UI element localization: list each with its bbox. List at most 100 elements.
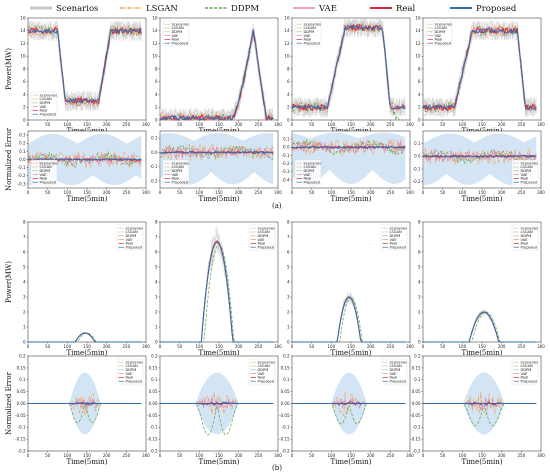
mini-legend-label: VAE (304, 173, 312, 177)
y-tick-label: 1 (23, 324, 26, 329)
mini-legend-label: LSGAN (435, 26, 448, 30)
y-tick-label: 7 (418, 234, 421, 239)
mini-legend-box (116, 224, 144, 251)
legend-item-lsgan: LSGAN (120, 4, 178, 14)
mini-legend-label: Real (304, 38, 312, 42)
mini-legend-box (294, 159, 322, 186)
legend-item-real: Real (370, 4, 415, 14)
x-tick-label: 0 (422, 190, 425, 195)
mini-legend-label: Proposed (126, 245, 143, 249)
mini-legend-label: Real (390, 242, 398, 246)
mini-legend-label: LSGAN (304, 26, 317, 30)
mini-legend-label: LSGAN (126, 230, 139, 234)
y-tick-label: -0.3 (18, 181, 26, 186)
mini-legend-label: Real (258, 242, 266, 246)
x-tick-label: 150 (347, 122, 355, 127)
mini-legend-label: LSGAN (390, 364, 403, 368)
y-tick-label: 0.05 (412, 389, 421, 394)
y-tick-label: 0.2 (414, 353, 421, 358)
x-tick-label: 300 (142, 122, 150, 127)
x-tick-label: 0 (27, 453, 30, 458)
panel-3-0: 0 50 100 150 200 250 300 -0.2 -0.15 -0.1 -0.05 0.00… (5, 353, 150, 466)
y-tick-label: 14 (152, 28, 158, 33)
y-tick-label: 2 (23, 309, 26, 314)
mini-legend-label: LSGAN (172, 26, 185, 30)
panel-3-3: 0 50 100 150 200 250 300 -0.2 -0.15 -0.1 -0.05 0.00… (410, 353, 545, 466)
x-tick-label: 50 (45, 453, 51, 458)
x-tick-label: 100 (64, 122, 72, 127)
legend-label: Real (396, 4, 415, 14)
x-tick-label: 50 (177, 122, 183, 127)
y-tick-label: -0.1 (18, 165, 26, 170)
x-axis-label: Time(5min) (462, 458, 503, 466)
y-tick-label: 2 (155, 105, 158, 110)
x-tick-label: 0 (27, 344, 30, 349)
mini-legend-box (162, 159, 190, 186)
x-tick-label: 150 (478, 453, 486, 458)
y-tick-label: -0.2 (18, 173, 26, 178)
y-tick-label: 0.1 (19, 149, 26, 154)
x-tick-label: 200 (498, 190, 506, 195)
y-tick-label: 10 (284, 54, 290, 59)
series-proposed (159, 29, 274, 121)
y-tick-label: 0.15 (17, 365, 26, 370)
x-tick-label: 250 (518, 190, 526, 195)
series-proposed (291, 145, 406, 149)
x-tick-label: 50 (177, 190, 183, 195)
panel-1-0: 0 50 100 150 200 250 300 -0.3 -0.2 -0.1 0.0 0.1 0.2 0… (5, 127, 150, 203)
y-tick-label: 7 (155, 234, 158, 239)
y-tick-label: 4 (23, 92, 26, 97)
mini-legend-label: VAE (172, 173, 180, 177)
mini-legend-label: Scenarios (521, 161, 539, 165)
y-axis-label: Power(MW) (5, 261, 13, 303)
y-tick-label: 1 (287, 324, 290, 329)
x-tick-label: 200 (103, 190, 111, 195)
series-proposed (292, 401, 406, 406)
panel-0-3: 0501001502002503000246810121416Time(5min… (415, 15, 545, 135)
x-tick-label: 0 (291, 122, 294, 127)
y-tick-label: 6 (418, 249, 421, 254)
series-lsgan (160, 243, 274, 343)
x-tick-label: 150 (478, 190, 486, 195)
y-tick-label: -0.2 (150, 448, 158, 453)
series-proposed (160, 401, 274, 406)
panel-2-0: 0 50 100 150 200 250 300 0 1 2 3 4 5 6 7 8 Time(5min) Pow… (5, 219, 150, 357)
mini-legend-label: Scenarios (172, 161, 190, 165)
x-tick-label: 300 (406, 190, 414, 195)
mini-legend-label: Scenarios (258, 226, 276, 230)
panel-2-2: 0 50 100 150 200 250 300 0 1 2 3 4 5 6 7 8 Time(5min) Sce… (287, 219, 414, 357)
y-tick-label: 10 (415, 54, 421, 59)
y-tick-label: 0.15 (281, 365, 290, 370)
series-real (27, 27, 142, 104)
y-tick-label: 0.0 (151, 150, 158, 155)
series-lsgan (28, 393, 142, 416)
panel-3-2: 0 50 100 150 200 250 300 -0.2 -0.15 -0.1 -0.05 0.00… (279, 353, 414, 466)
y-tick-label: 7 (287, 234, 290, 239)
y-tick-label: 12 (20, 41, 26, 46)
mini-legend-label: VAE (40, 173, 48, 177)
mini-legend-label: LSGAN (172, 165, 185, 169)
mini-legend-label: VAE (390, 372, 398, 376)
mini-legend-box (511, 159, 539, 186)
x-tick-label: 50 (45, 122, 51, 127)
x-tick-label: 150 (215, 122, 223, 127)
x-tick-label: 200 (498, 344, 506, 349)
mini-legend-label: Scenarios (304, 22, 322, 26)
x-axis-label: Time(5min) (462, 349, 503, 357)
y-tick-label: 4 (155, 279, 158, 284)
mini-legend-label: DDPM (521, 169, 532, 173)
x-tick-label: 200 (367, 122, 375, 127)
series-real (291, 145, 406, 149)
panel-1-3: 0 50 100 150 200 250 300 -0.2 -0.1 0.0 0.1 Time(5mi… (413, 130, 545, 203)
x-tick-label: 100 (64, 453, 72, 458)
y-tick-label: -0.1 (18, 425, 26, 430)
top-legend: Scenarios LSGAN DDPM VAE Real Proposed (30, 4, 517, 14)
y-tick-label: 3 (287, 294, 290, 299)
y-tick-label: -0.1 (150, 164, 158, 169)
x-tick-label: 100 (459, 453, 467, 458)
x-axis-label: Time(5min) (67, 349, 108, 357)
mini-legend-box (116, 358, 144, 385)
x-tick-label: 0 (159, 122, 162, 127)
mini-legend-label: Proposed (521, 245, 538, 249)
